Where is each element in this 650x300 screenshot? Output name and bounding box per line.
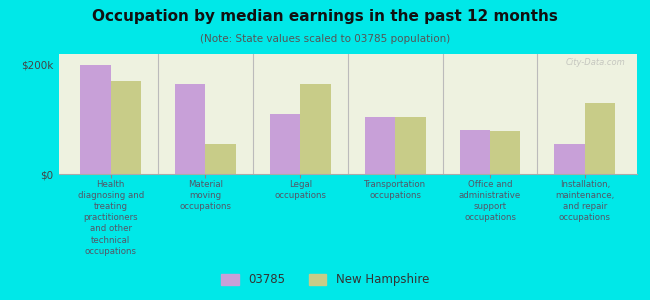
Bar <box>175 84 205 174</box>
Text: Health
diagnosing and
treating
practitioners
and other
technical
occupations: Health diagnosing and treating practitio… <box>77 180 144 256</box>
Text: Material
moving
occupations: Material moving occupations <box>179 180 231 211</box>
Text: (Note: State values scaled to 03785 population): (Note: State values scaled to 03785 popu… <box>200 34 450 44</box>
Bar <box>554 144 585 174</box>
Bar <box>395 117 426 174</box>
Text: Installation,
maintenance,
and repair
occupations: Installation, maintenance, and repair oc… <box>555 180 614 222</box>
Text: Office and
administrative
support
occupations: Office and administrative support occupa… <box>459 180 521 222</box>
Text: Transportation
occupations: Transportation occupations <box>364 180 426 200</box>
Bar <box>490 131 521 174</box>
Bar <box>460 130 490 174</box>
Legend: 03785, New Hampshire: 03785, New Hampshire <box>216 269 434 291</box>
Text: Legal
occupations: Legal occupations <box>274 180 326 200</box>
Bar <box>270 114 300 174</box>
Bar <box>365 117 395 174</box>
Bar <box>300 84 331 174</box>
Text: Occupation by median earnings in the past 12 months: Occupation by median earnings in the pas… <box>92 9 558 24</box>
Bar <box>111 81 141 174</box>
Bar <box>585 103 615 174</box>
Bar <box>81 65 110 174</box>
Bar <box>205 144 236 174</box>
Text: City-Data.com: City-Data.com <box>566 58 625 67</box>
